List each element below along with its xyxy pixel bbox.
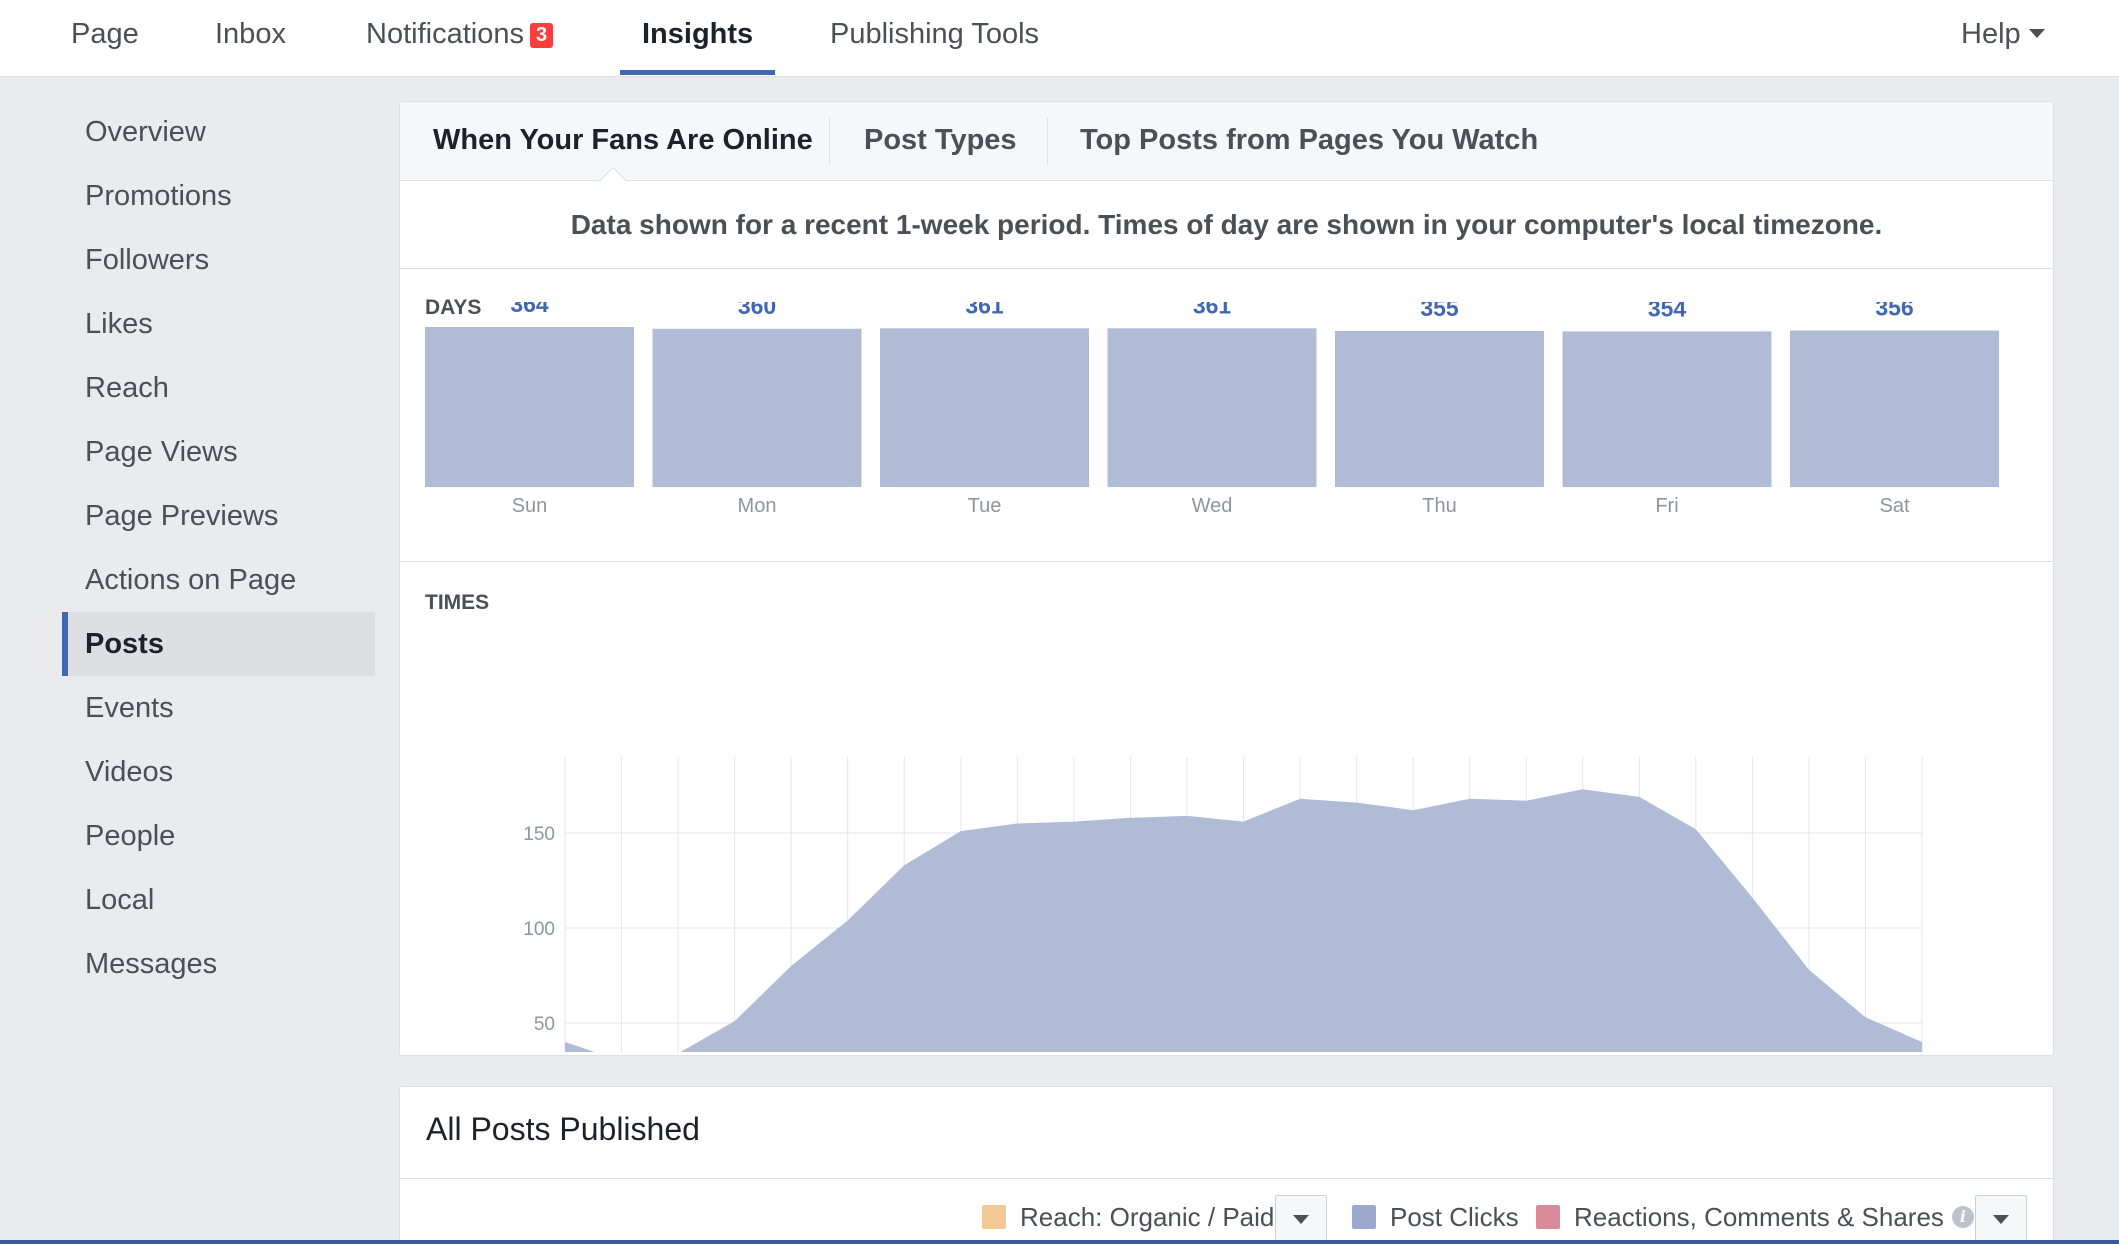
legend-reactions[interactable]: Reactions, Comments & Shares i — [1536, 1197, 1974, 1237]
tab-separator — [1047, 118, 1048, 165]
tab-publishing-tools[interactable]: Publishing Tools — [830, 18, 1040, 50]
day-name-label: Sat — [1879, 495, 1909, 517]
days-label: DAYS — [425, 296, 482, 319]
tab-page[interactable]: Page — [71, 18, 139, 50]
info-icon[interactable]: i — [1951, 1206, 1974, 1228]
sidebar-item-overview[interactable]: Overview — [85, 116, 206, 148]
tab-separator — [829, 118, 830, 165]
legend-post-clicks-label: Post Clicks — [1390, 1201, 1519, 1232]
all-posts-header: All Posts Published — [400, 1087, 2053, 1179]
reactions-swatch-icon — [1536, 1205, 1560, 1229]
y-tick-label: 150 — [523, 824, 555, 845]
times-label: TIMES — [425, 591, 490, 614]
notification-count-badge: 3 — [529, 23, 554, 48]
sidebar-item-page-views[interactable]: Page Views — [85, 436, 238, 468]
day-bar — [1790, 330, 1999, 487]
sidebar-item-actions-on-page[interactable]: Actions on Page — [85, 564, 297, 596]
window-bottom-border — [0, 1240, 2119, 1244]
sidebar-item-followers[interactable]: Followers — [85, 244, 210, 276]
tab-post-types[interactable]: Post Types — [864, 124, 1017, 156]
legend-reach-label: Reach: Organic / Paid — [1020, 1201, 1275, 1232]
sidebar-item-posts[interactable]: Posts — [62, 612, 375, 676]
day-bar — [880, 328, 1089, 487]
tab-when-fans-online[interactable]: When Your Fans Are Online — [433, 124, 813, 156]
day-name-label: Sun — [512, 495, 548, 517]
reach-dropdown-button[interactable] — [1275, 1195, 1327, 1241]
sidebar-item-local[interactable]: Local — [85, 884, 155, 916]
day-value-label: 364 — [510, 302, 549, 317]
fans-online-card: When Your Fans Are Online Post Types Top… — [399, 101, 2054, 1056]
sidebar-item-likes[interactable]: Likes — [85, 308, 153, 340]
legend-reach[interactable]: Reach: Organic / Paid — [982, 1197, 1274, 1237]
day-bar — [1562, 331, 1772, 487]
all-posts-published-card: All Posts Published Reach: Organic / Pai… — [399, 1086, 2054, 1244]
top-navigation: Page Inbox Notifications 3 Insights Publi… — [0, 0, 2119, 77]
sidebar-item-events[interactable]: Events — [85, 692, 174, 724]
legend-reactions-label: Reactions, Comments & Shares — [1574, 1201, 1944, 1232]
day-name-label: Mon — [738, 495, 777, 517]
day-value-label: 361 — [965, 302, 1004, 318]
y-tick-label: 100 — [523, 919, 555, 940]
day-value-label: 360 — [738, 302, 776, 319]
sidebar-item-videos[interactable]: Videos — [85, 756, 174, 788]
tab-inbox[interactable]: Inbox — [215, 18, 286, 50]
sidebar-item-page-previews[interactable]: Page Previews — [85, 500, 279, 532]
day-value-label: 361 — [1193, 302, 1232, 318]
times-area-series — [565, 789, 1922, 1052]
tab-notifications[interactable]: Notifications 3 — [366, 18, 554, 51]
all-posts-title: All Posts Published — [426, 1111, 700, 1147]
day-name-label: Wed — [1192, 495, 1233, 517]
reactions-dropdown-button[interactable] — [1975, 1195, 2027, 1241]
insights-subtabs: When Your Fans Are Online Post Types Top… — [400, 102, 2053, 181]
tab-insights[interactable]: Insights — [642, 18, 754, 50]
times-area-chart: 0501001503:00am6:00am9:00am3:00pm6:00pm9… — [523, 757, 1923, 1052]
post-clicks-swatch-icon — [1352, 1205, 1376, 1229]
help-label: Help — [1961, 18, 2021, 50]
help-menu[interactable]: Help — [1961, 18, 2045, 51]
day-value-label: 354 — [1648, 302, 1687, 321]
day-bar — [652, 328, 862, 487]
day-name-label: Fri — [1655, 495, 1678, 517]
day-bar — [1335, 330, 1544, 487]
sidebar-item-promotions[interactable]: Promotions — [85, 180, 232, 212]
reach-swatch-icon — [982, 1205, 1006, 1229]
tab-top-posts-pages-you-watch[interactable]: Top Posts from Pages You Watch — [1080, 124, 1539, 156]
sidebar-item-people[interactable]: People — [85, 820, 176, 852]
day-name-label: Tue — [968, 495, 1002, 517]
active-tab-underline — [620, 70, 775, 75]
insights-sidebar: Overview Promotions Followers Likes Reac… — [62, 100, 375, 996]
day-bar — [425, 327, 634, 487]
legend-post-clicks[interactable]: Post Clicks — [1352, 1197, 1519, 1237]
day-bar — [1107, 328, 1317, 487]
section-divider — [400, 561, 2053, 562]
timezone-info-text: Data shown for a recent 1-week period. T… — [400, 181, 2053, 269]
chevron-down-icon — [1293, 1215, 1309, 1224]
tab-notifications-label: Notifications — [366, 18, 524, 50]
sidebar-item-reach[interactable]: Reach — [85, 372, 169, 404]
y-tick-label: 50 — [534, 1014, 555, 1035]
day-value-label: 355 — [1420, 302, 1459, 321]
day-name-label: Thu — [1422, 495, 1456, 517]
chevron-down-icon — [2028, 29, 2045, 38]
day-value-label: 356 — [1875, 302, 1913, 321]
days-bar-chart: 364 Sun 360 Mon 361 Tue 361 Wed 355 Thu 354 Fri 356 S… — [425, 302, 1999, 517]
sidebar-item-messages[interactable]: Messages — [85, 948, 218, 980]
chevron-down-icon — [1993, 1215, 2009, 1224]
